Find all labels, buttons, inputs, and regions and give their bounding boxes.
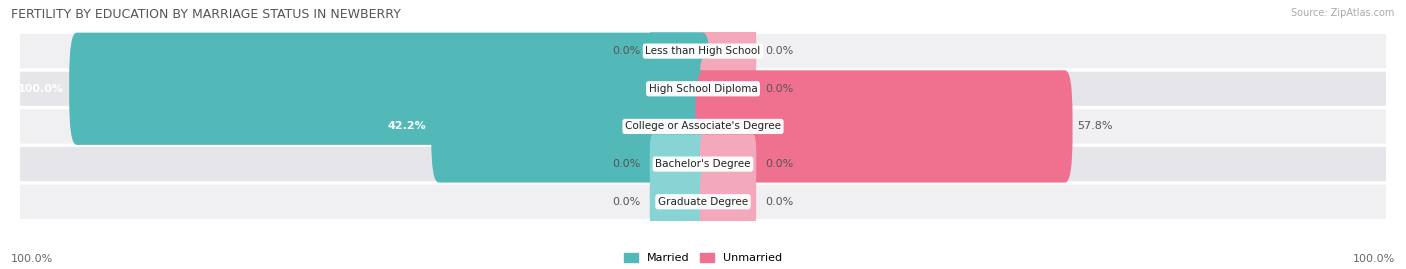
Text: 0.0%: 0.0% [612, 159, 640, 169]
FancyBboxPatch shape [20, 109, 1386, 144]
Text: Graduate Degree: Graduate Degree [658, 197, 748, 207]
FancyBboxPatch shape [700, 172, 756, 232]
FancyBboxPatch shape [432, 70, 710, 183]
FancyBboxPatch shape [700, 21, 756, 81]
FancyBboxPatch shape [20, 72, 1386, 106]
Text: 42.2%: 42.2% [388, 121, 426, 132]
Text: 0.0%: 0.0% [612, 46, 640, 56]
FancyBboxPatch shape [650, 134, 706, 194]
Text: 0.0%: 0.0% [766, 84, 794, 94]
Text: 0.0%: 0.0% [612, 197, 640, 207]
Text: 100.0%: 100.0% [18, 84, 65, 94]
Text: College or Associate's Degree: College or Associate's Degree [626, 121, 780, 132]
Text: 100.0%: 100.0% [11, 254, 53, 264]
Text: Bachelor's Degree: Bachelor's Degree [655, 159, 751, 169]
FancyBboxPatch shape [696, 70, 1073, 183]
Text: 0.0%: 0.0% [766, 197, 794, 207]
Text: 0.0%: 0.0% [766, 46, 794, 56]
FancyBboxPatch shape [650, 172, 706, 232]
Text: FERTILITY BY EDUCATION BY MARRIAGE STATUS IN NEWBERRY: FERTILITY BY EDUCATION BY MARRIAGE STATU… [11, 8, 401, 21]
Text: 0.0%: 0.0% [766, 159, 794, 169]
FancyBboxPatch shape [650, 21, 706, 81]
FancyBboxPatch shape [20, 185, 1386, 219]
Text: Source: ZipAtlas.com: Source: ZipAtlas.com [1291, 8, 1395, 18]
FancyBboxPatch shape [700, 59, 756, 119]
FancyBboxPatch shape [20, 34, 1386, 68]
Text: Less than High School: Less than High School [645, 46, 761, 56]
Text: 57.8%: 57.8% [1077, 121, 1114, 132]
Legend: Married, Unmarried: Married, Unmarried [620, 248, 786, 268]
Text: 100.0%: 100.0% [1353, 254, 1395, 264]
FancyBboxPatch shape [69, 33, 710, 145]
FancyBboxPatch shape [20, 147, 1386, 181]
Text: High School Diploma: High School Diploma [648, 84, 758, 94]
FancyBboxPatch shape [700, 134, 756, 194]
